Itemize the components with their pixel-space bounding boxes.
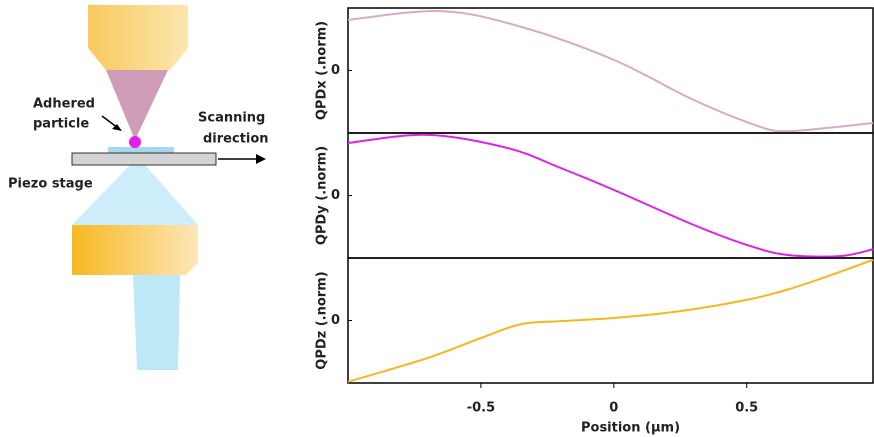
data-line <box>347 10 874 133</box>
bottom-objective <box>72 225 198 275</box>
x-tick-label: 0.5 <box>735 401 758 416</box>
x-tick-label: -0.5 <box>467 401 495 416</box>
y-tick-label: 0 <box>331 63 340 78</box>
diagram-label: particle <box>33 117 89 132</box>
setup-diagram: Adhered particle Scanning direction Piez… <box>8 5 269 370</box>
sample <box>108 147 174 153</box>
y-axis-label: QPDz (.norm) <box>315 271 330 369</box>
diagram-label: Piezo stage <box>8 177 93 192</box>
x-axis-label: Position (μm) <box>581 421 680 436</box>
top-objective <box>88 5 188 70</box>
plot-frame <box>347 7 874 134</box>
diagram-label: Adhered <box>33 97 95 112</box>
data-line <box>347 258 874 383</box>
x-tick-label: 0 <box>609 401 618 416</box>
diagram-label: direction <box>203 132 269 147</box>
diagram-label: Scanning <box>198 111 265 126</box>
y-axis-label: QPDy (.norm) <box>315 146 330 245</box>
y-tick-label: 0 <box>331 313 340 328</box>
plot-frame <box>347 257 874 384</box>
data-line <box>347 133 874 258</box>
laser-cone <box>106 70 168 140</box>
y-axis-label: QPDx (.norm) <box>315 21 330 120</box>
transmitted-beam <box>72 165 198 225</box>
arrow-head <box>112 124 122 131</box>
arrow-head <box>256 154 266 164</box>
y-tick-label: 0 <box>331 188 340 203</box>
particle <box>129 136 141 148</box>
piezo-stage <box>71 152 217 166</box>
output-beam <box>133 275 180 370</box>
plot-frame <box>347 132 874 259</box>
